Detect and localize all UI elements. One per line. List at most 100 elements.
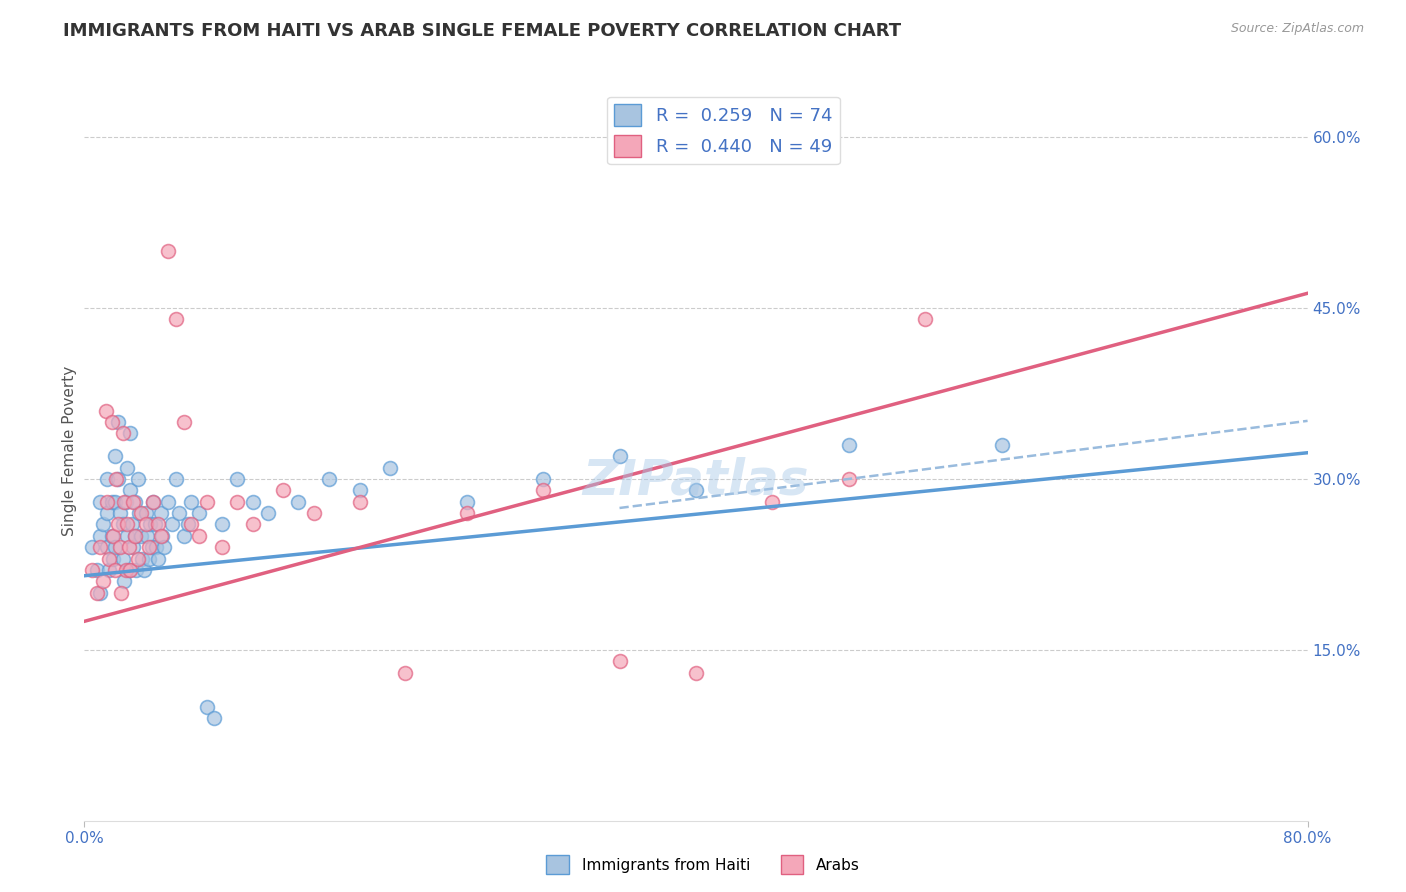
Point [115, 460, 138, 475]
Point [136, 529, 159, 543]
Point [89, 541, 111, 555]
Point [138, 551, 160, 566]
Point [242, 494, 264, 508]
Point [101, 529, 124, 543]
Point [456, 506, 478, 520]
Point [195, 699, 218, 714]
Point [115, 529, 138, 543]
Point [105, 472, 128, 486]
Point [318, 472, 340, 486]
Point [96, 541, 118, 555]
Point [86, 563, 108, 577]
Point [107, 415, 129, 429]
Point [115, 517, 138, 532]
Point [143, 517, 166, 532]
Point [141, 541, 163, 555]
Point [188, 529, 211, 543]
Point [180, 494, 202, 508]
Point [80, 563, 103, 577]
Point [111, 517, 134, 532]
Point [138, 541, 160, 555]
Point [96, 506, 118, 520]
Text: IMMIGRANTS FROM HAITI VS ARAB SINGLE FEMALE POVERTY CORRELATION CHART: IMMIGRANTS FROM HAITI VS ARAB SINGLE FEM… [63, 22, 901, 40]
Point [142, 494, 165, 508]
Point [173, 415, 195, 429]
Point [165, 312, 187, 326]
Point [257, 506, 280, 520]
Point [149, 529, 172, 543]
Point [91, 574, 114, 589]
Point [121, 517, 143, 532]
Point [165, 472, 187, 486]
Point [211, 541, 233, 555]
Point [108, 506, 131, 520]
Point [101, 415, 124, 429]
Point [94, 403, 117, 417]
Point [302, 506, 325, 520]
Point [125, 563, 148, 577]
Point [287, 494, 309, 508]
Point [89, 494, 111, 508]
Point [89, 529, 111, 543]
Point [111, 426, 134, 441]
Point [103, 551, 125, 566]
Point [80, 541, 103, 555]
Point [107, 517, 129, 532]
Point [89, 586, 111, 600]
Y-axis label: Single Female Poverty: Single Female Poverty [62, 366, 77, 535]
Point [271, 483, 294, 498]
Point [380, 460, 402, 475]
Point [180, 517, 202, 532]
Point [129, 529, 152, 543]
Point [104, 563, 127, 577]
Point [349, 483, 371, 498]
Point [177, 517, 200, 532]
Point [145, 541, 167, 555]
Point [120, 563, 142, 577]
Point [838, 438, 860, 452]
Point [112, 494, 135, 508]
Point [146, 551, 169, 566]
Point [195, 494, 218, 508]
Point [111, 551, 134, 566]
Point [456, 494, 478, 508]
Point [531, 472, 554, 486]
Point [211, 517, 233, 532]
Point [685, 483, 707, 498]
Point [103, 529, 125, 543]
Point [146, 517, 169, 532]
Point [114, 563, 136, 577]
Point [609, 654, 631, 668]
Point [226, 472, 249, 486]
Point [242, 517, 264, 532]
Point [108, 541, 131, 555]
Point [991, 438, 1014, 452]
Point [127, 551, 149, 566]
Point [122, 494, 145, 508]
Point [135, 506, 157, 520]
Point [114, 494, 136, 508]
Point [120, 426, 142, 441]
Point [160, 517, 183, 532]
Point [202, 711, 225, 725]
Point [118, 563, 141, 577]
Text: Source: ZipAtlas.com: Source: ZipAtlas.com [1230, 22, 1364, 36]
Point [173, 529, 195, 543]
Point [97, 563, 120, 577]
Point [107, 472, 129, 486]
Point [132, 563, 155, 577]
Point [129, 506, 152, 520]
Point [157, 494, 180, 508]
Point [838, 472, 860, 486]
Legend: Immigrants from Haiti, Arabs: Immigrants from Haiti, Arabs [540, 849, 866, 880]
Point [157, 244, 180, 259]
Point [349, 494, 371, 508]
Point [120, 483, 142, 498]
Point [131, 551, 153, 566]
Point [135, 517, 157, 532]
Point [150, 529, 173, 543]
Point [531, 483, 554, 498]
Text: ZIPatlas: ZIPatlas [582, 456, 810, 504]
Point [153, 541, 176, 555]
Point [127, 472, 149, 486]
